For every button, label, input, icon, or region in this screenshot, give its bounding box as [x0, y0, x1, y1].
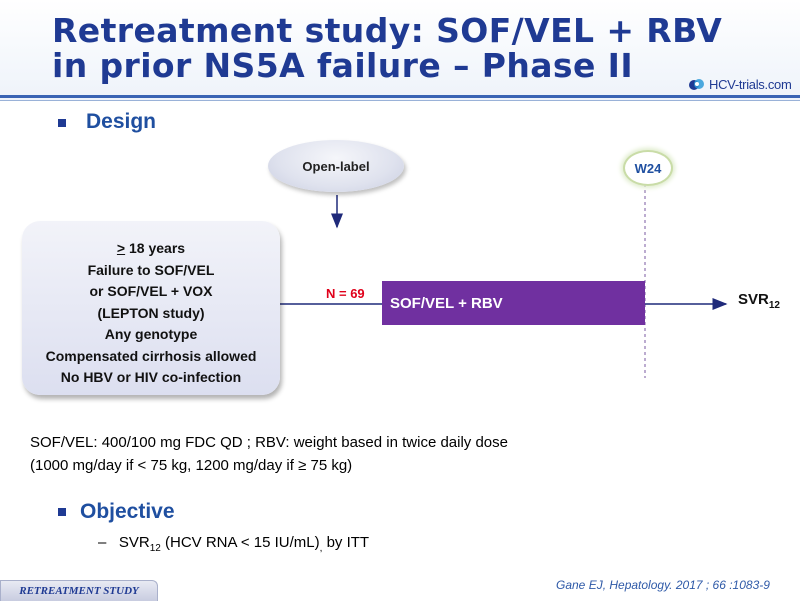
objective-item: – SVR12 (HCV RNA < 15 IU/mL), by ITT	[98, 534, 369, 554]
criteria-age: > 18 years	[22, 238, 280, 260]
treatment-arm-label: SOF/VEL + RBV	[390, 294, 503, 312]
sample-size-label: N = 69	[326, 286, 365, 301]
criteria-line: Failure to SOF/VEL	[87, 261, 215, 278]
header-band	[0, 0, 800, 100]
objective-svr-subscript: 12	[149, 543, 161, 554]
greater-equal-symbol: >	[116, 240, 126, 256]
inclusion-criteria-list: > 18 years Failure to SOF/VEL or SOF/VEL…	[22, 238, 280, 389]
citation: Gane EJ, Hepatology. 2017 ; 66 :1083-9	[556, 578, 770, 592]
logo: HCV-trials.com	[688, 77, 792, 92]
page-title-line-1: Retreatment study: SOF/VEL + RBV	[52, 11, 723, 50]
outcome-label: SVR12	[738, 291, 780, 311]
section-heading-design: Design	[86, 110, 157, 133]
dosing-note-line-2: (1000 mg/day if < 75 kg, 1200 mg/day if …	[30, 457, 353, 474]
criteria-age-text: 18 years	[125, 240, 186, 256]
objective-comma: ,	[319, 543, 323, 554]
page-title-line-2: in prior NS5A failure – Phase II	[52, 46, 634, 85]
objective-svr: SVR	[118, 534, 150, 551]
open-label-ellipse: Open-label	[268, 140, 404, 192]
dosing-note-line-1: SOF/VEL: 400/100 mg FDC QD ; RBV: weight…	[30, 434, 508, 451]
objective-text: (HCV RNA < 15 IU/mL)	[160, 534, 320, 551]
week-24-label: W24	[634, 160, 662, 176]
outcome-main: SVR	[738, 291, 769, 308]
inclusion-criteria-box	[22, 221, 280, 395]
logo-text: HCV-trials.com	[709, 77, 792, 92]
header-divider-thin	[0, 100, 800, 101]
criteria-line: No HBV or HIV co-infection	[60, 369, 242, 385]
criteria-line: Compensated cirrhosis allowed	[45, 347, 257, 364]
bullet-icon	[58, 119, 66, 127]
criteria-line: or SOF/VEL + VOX	[89, 283, 213, 299]
treatment-arm-bar: SOF/VEL + RBV	[382, 281, 645, 325]
week-24-marker: W24	[623, 150, 673, 186]
bullet-icon	[58, 508, 66, 516]
objective-itt: by ITT	[322, 534, 370, 551]
footer-tag-text: RETREATMENT STUDY	[19, 585, 139, 597]
header-divider	[0, 95, 800, 98]
criteria-line: Any genotype	[104, 326, 198, 342]
criteria-line: (LEPTON study)	[97, 304, 205, 321]
dash: –	[98, 534, 107, 551]
outcome-subscript: 12	[768, 300, 780, 311]
footer-tag: RETREATMENT STUDY	[0, 580, 158, 601]
open-label-text: Open-label	[302, 158, 370, 174]
section-heading-objective: Objective	[80, 500, 175, 523]
hcv-trials-logo-icon	[689, 79, 704, 90]
